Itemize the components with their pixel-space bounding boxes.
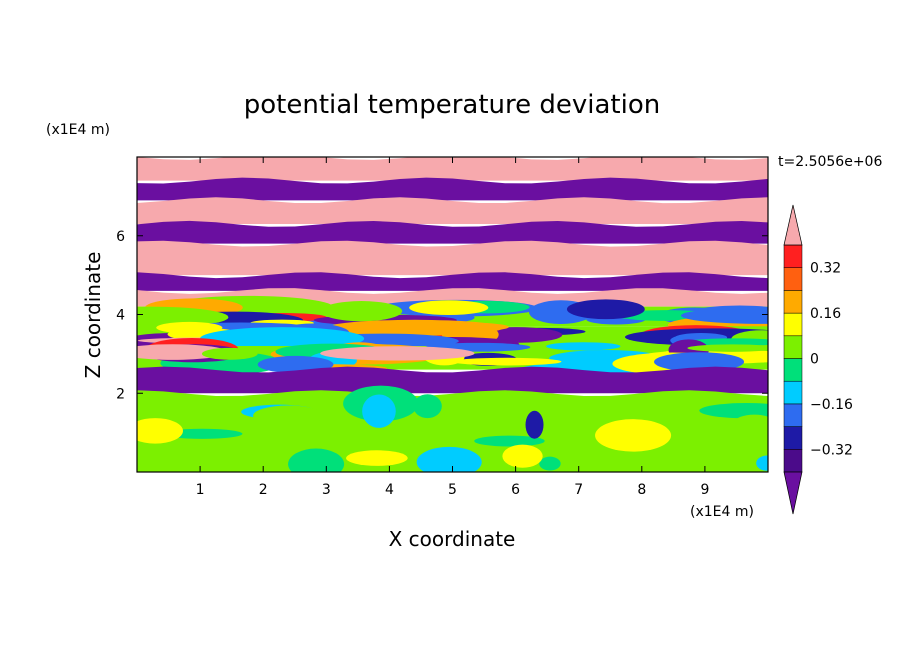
colorbar-label: −0.32 bbox=[810, 442, 853, 458]
field-patch bbox=[253, 405, 324, 427]
x-tick-label: 6 bbox=[511, 482, 520, 498]
field-patch bbox=[201, 347, 258, 360]
x-unit-label: (x1E4 m) bbox=[690, 504, 754, 520]
temperature-field bbox=[137, 157, 768, 472]
field-patch bbox=[595, 419, 672, 452]
field-patch bbox=[546, 342, 621, 351]
field-patch bbox=[699, 403, 768, 419]
x-tick-label: 1 bbox=[196, 482, 205, 498]
colorbar: 0.32 0.16 0 −0.16 −0.32 bbox=[783, 204, 853, 515]
y-axis: 2 4 6 bbox=[116, 229, 768, 402]
field-patch bbox=[566, 299, 645, 320]
x-tick-label: 3 bbox=[322, 482, 331, 498]
field-patch bbox=[413, 394, 442, 419]
colorbar-segment bbox=[783, 380, 803, 405]
field-patch bbox=[734, 414, 768, 431]
field-patch bbox=[416, 446, 482, 472]
colorbar-label: −0.16 bbox=[810, 397, 853, 413]
colorbar-segment bbox=[783, 449, 803, 473]
x-tick-label: 5 bbox=[448, 482, 457, 498]
field-patch bbox=[654, 352, 745, 372]
colorbar-segment bbox=[783, 267, 803, 291]
field-band bbox=[137, 220, 768, 244]
field-patch bbox=[137, 418, 183, 444]
field-band bbox=[137, 272, 768, 291]
x-axis-label: X coordinate bbox=[389, 527, 516, 551]
field-patch bbox=[185, 439, 207, 472]
chart-title: potential temperature deviation bbox=[244, 90, 660, 120]
field-patch bbox=[320, 301, 403, 322]
field-band bbox=[137, 177, 768, 201]
field-patch bbox=[320, 346, 475, 361]
x-tick-label: 2 bbox=[259, 482, 268, 498]
colorbar-segment bbox=[783, 290, 803, 314]
x-tick-label: 7 bbox=[574, 482, 583, 498]
colorbar-segment bbox=[783, 312, 803, 337]
colorbar-under-triangle bbox=[783, 471, 803, 515]
field-patch bbox=[414, 322, 509, 332]
colorbar-label: 0.16 bbox=[810, 306, 841, 322]
y-tick-label: 2 bbox=[116, 386, 125, 402]
field-patch bbox=[685, 338, 768, 346]
y-tick-label: 6 bbox=[116, 229, 125, 245]
field-patch bbox=[346, 450, 408, 466]
field-patch bbox=[539, 456, 561, 471]
field-patch bbox=[452, 357, 562, 366]
y-axis-label: Z coordinate bbox=[81, 252, 105, 379]
colorbar-segment bbox=[783, 244, 803, 268]
field-patch bbox=[756, 455, 768, 471]
colorbar-segment bbox=[783, 335, 803, 359]
field-patch bbox=[137, 306, 229, 328]
field-band bbox=[137, 366, 768, 394]
colorbar-segment bbox=[783, 403, 803, 427]
colorbar-segment bbox=[783, 358, 803, 382]
colorbar-over-triangle bbox=[783, 204, 803, 246]
time-label: t=2.5056e+06 bbox=[778, 154, 882, 170]
colorbar-segment bbox=[783, 426, 803, 450]
field-patch bbox=[474, 435, 545, 447]
field-patch bbox=[525, 410, 544, 439]
x-tick-label: 4 bbox=[385, 482, 394, 498]
field-patch bbox=[288, 448, 345, 472]
field-band bbox=[137, 157, 768, 181]
y-tick-label: 4 bbox=[116, 308, 125, 324]
y-unit-label: (x1E4 m) bbox=[46, 122, 110, 138]
field-patch bbox=[687, 344, 768, 352]
field-patch bbox=[681, 307, 768, 324]
field-patch bbox=[502, 444, 543, 468]
field-patch bbox=[362, 394, 396, 428]
field-band bbox=[137, 240, 768, 276]
field-patch bbox=[409, 300, 489, 316]
field-band bbox=[137, 197, 768, 224]
x-axis: 1 2 3 4 5 6 7 8 9 bbox=[196, 157, 709, 498]
x-tick-label: 8 bbox=[637, 482, 646, 498]
colorbar-label: 0.32 bbox=[810, 261, 841, 277]
colorbar-label: 0 bbox=[810, 352, 819, 368]
x-tick-label: 9 bbox=[700, 482, 709, 498]
